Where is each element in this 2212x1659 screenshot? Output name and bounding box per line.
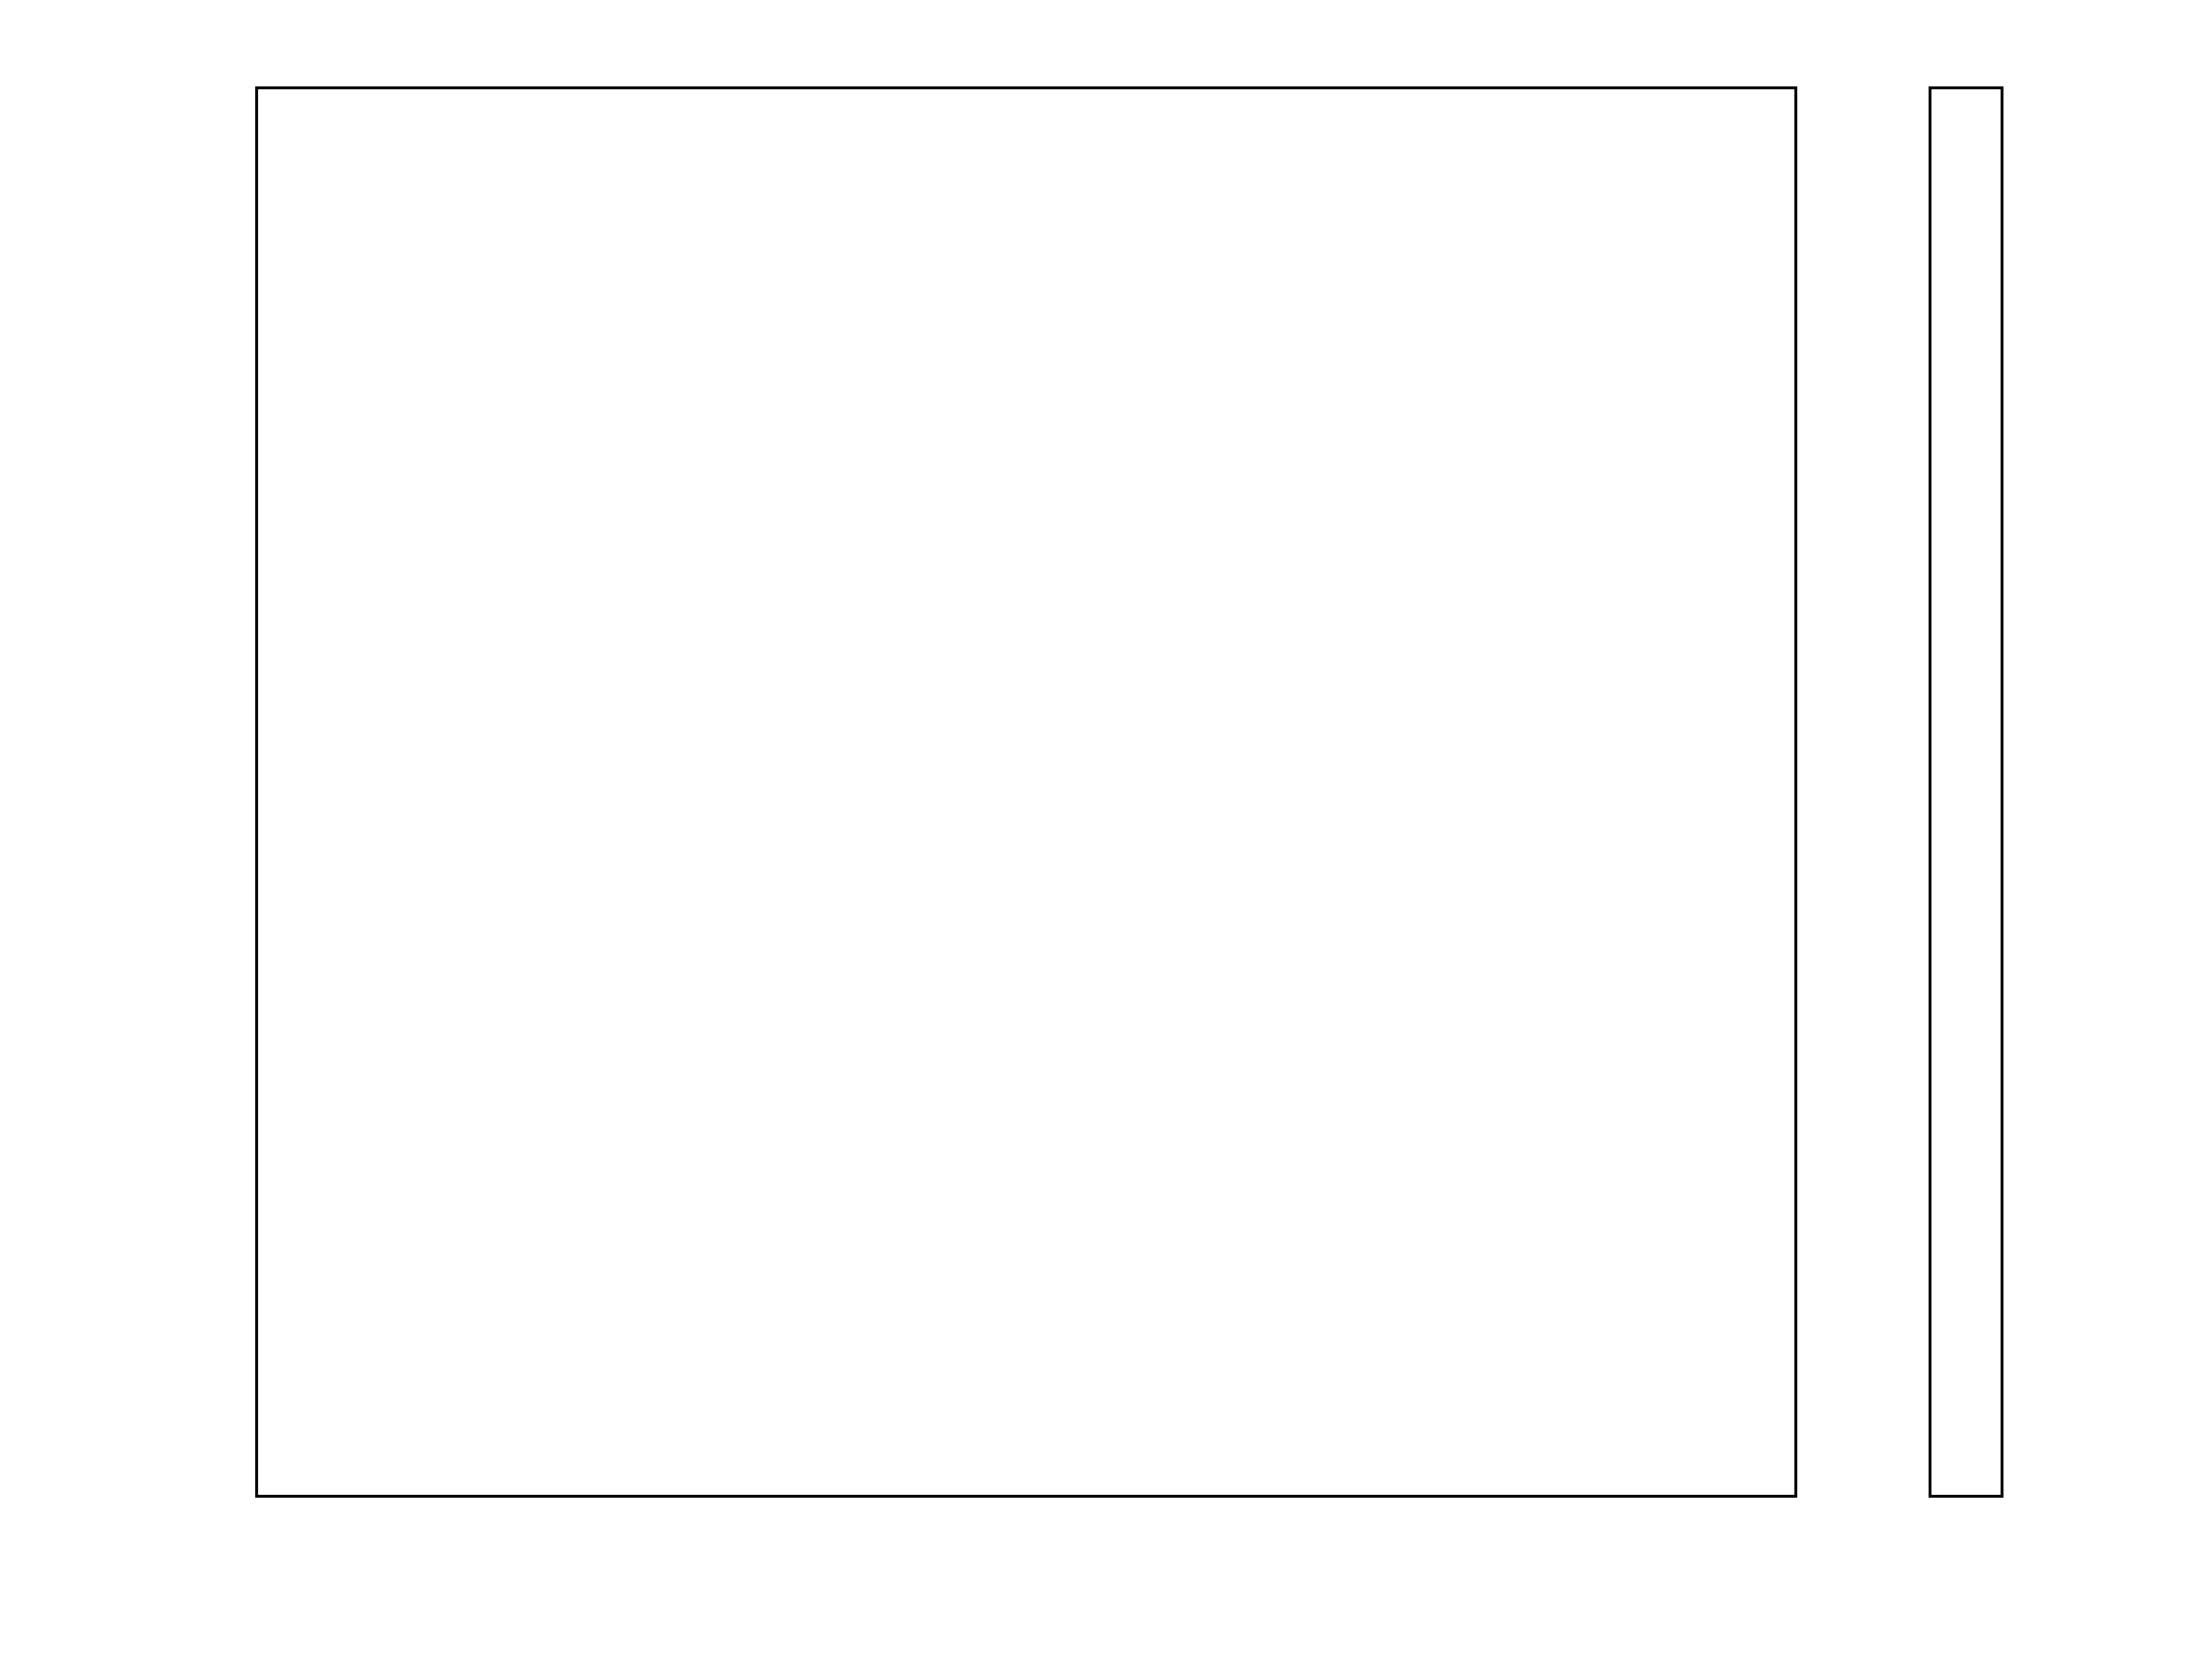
colorbar [1929,86,2003,1498]
colorbar-gradient [1931,89,2001,1495]
chart-title [255,1,1797,70]
spectrogram-canvas [255,86,1797,1498]
